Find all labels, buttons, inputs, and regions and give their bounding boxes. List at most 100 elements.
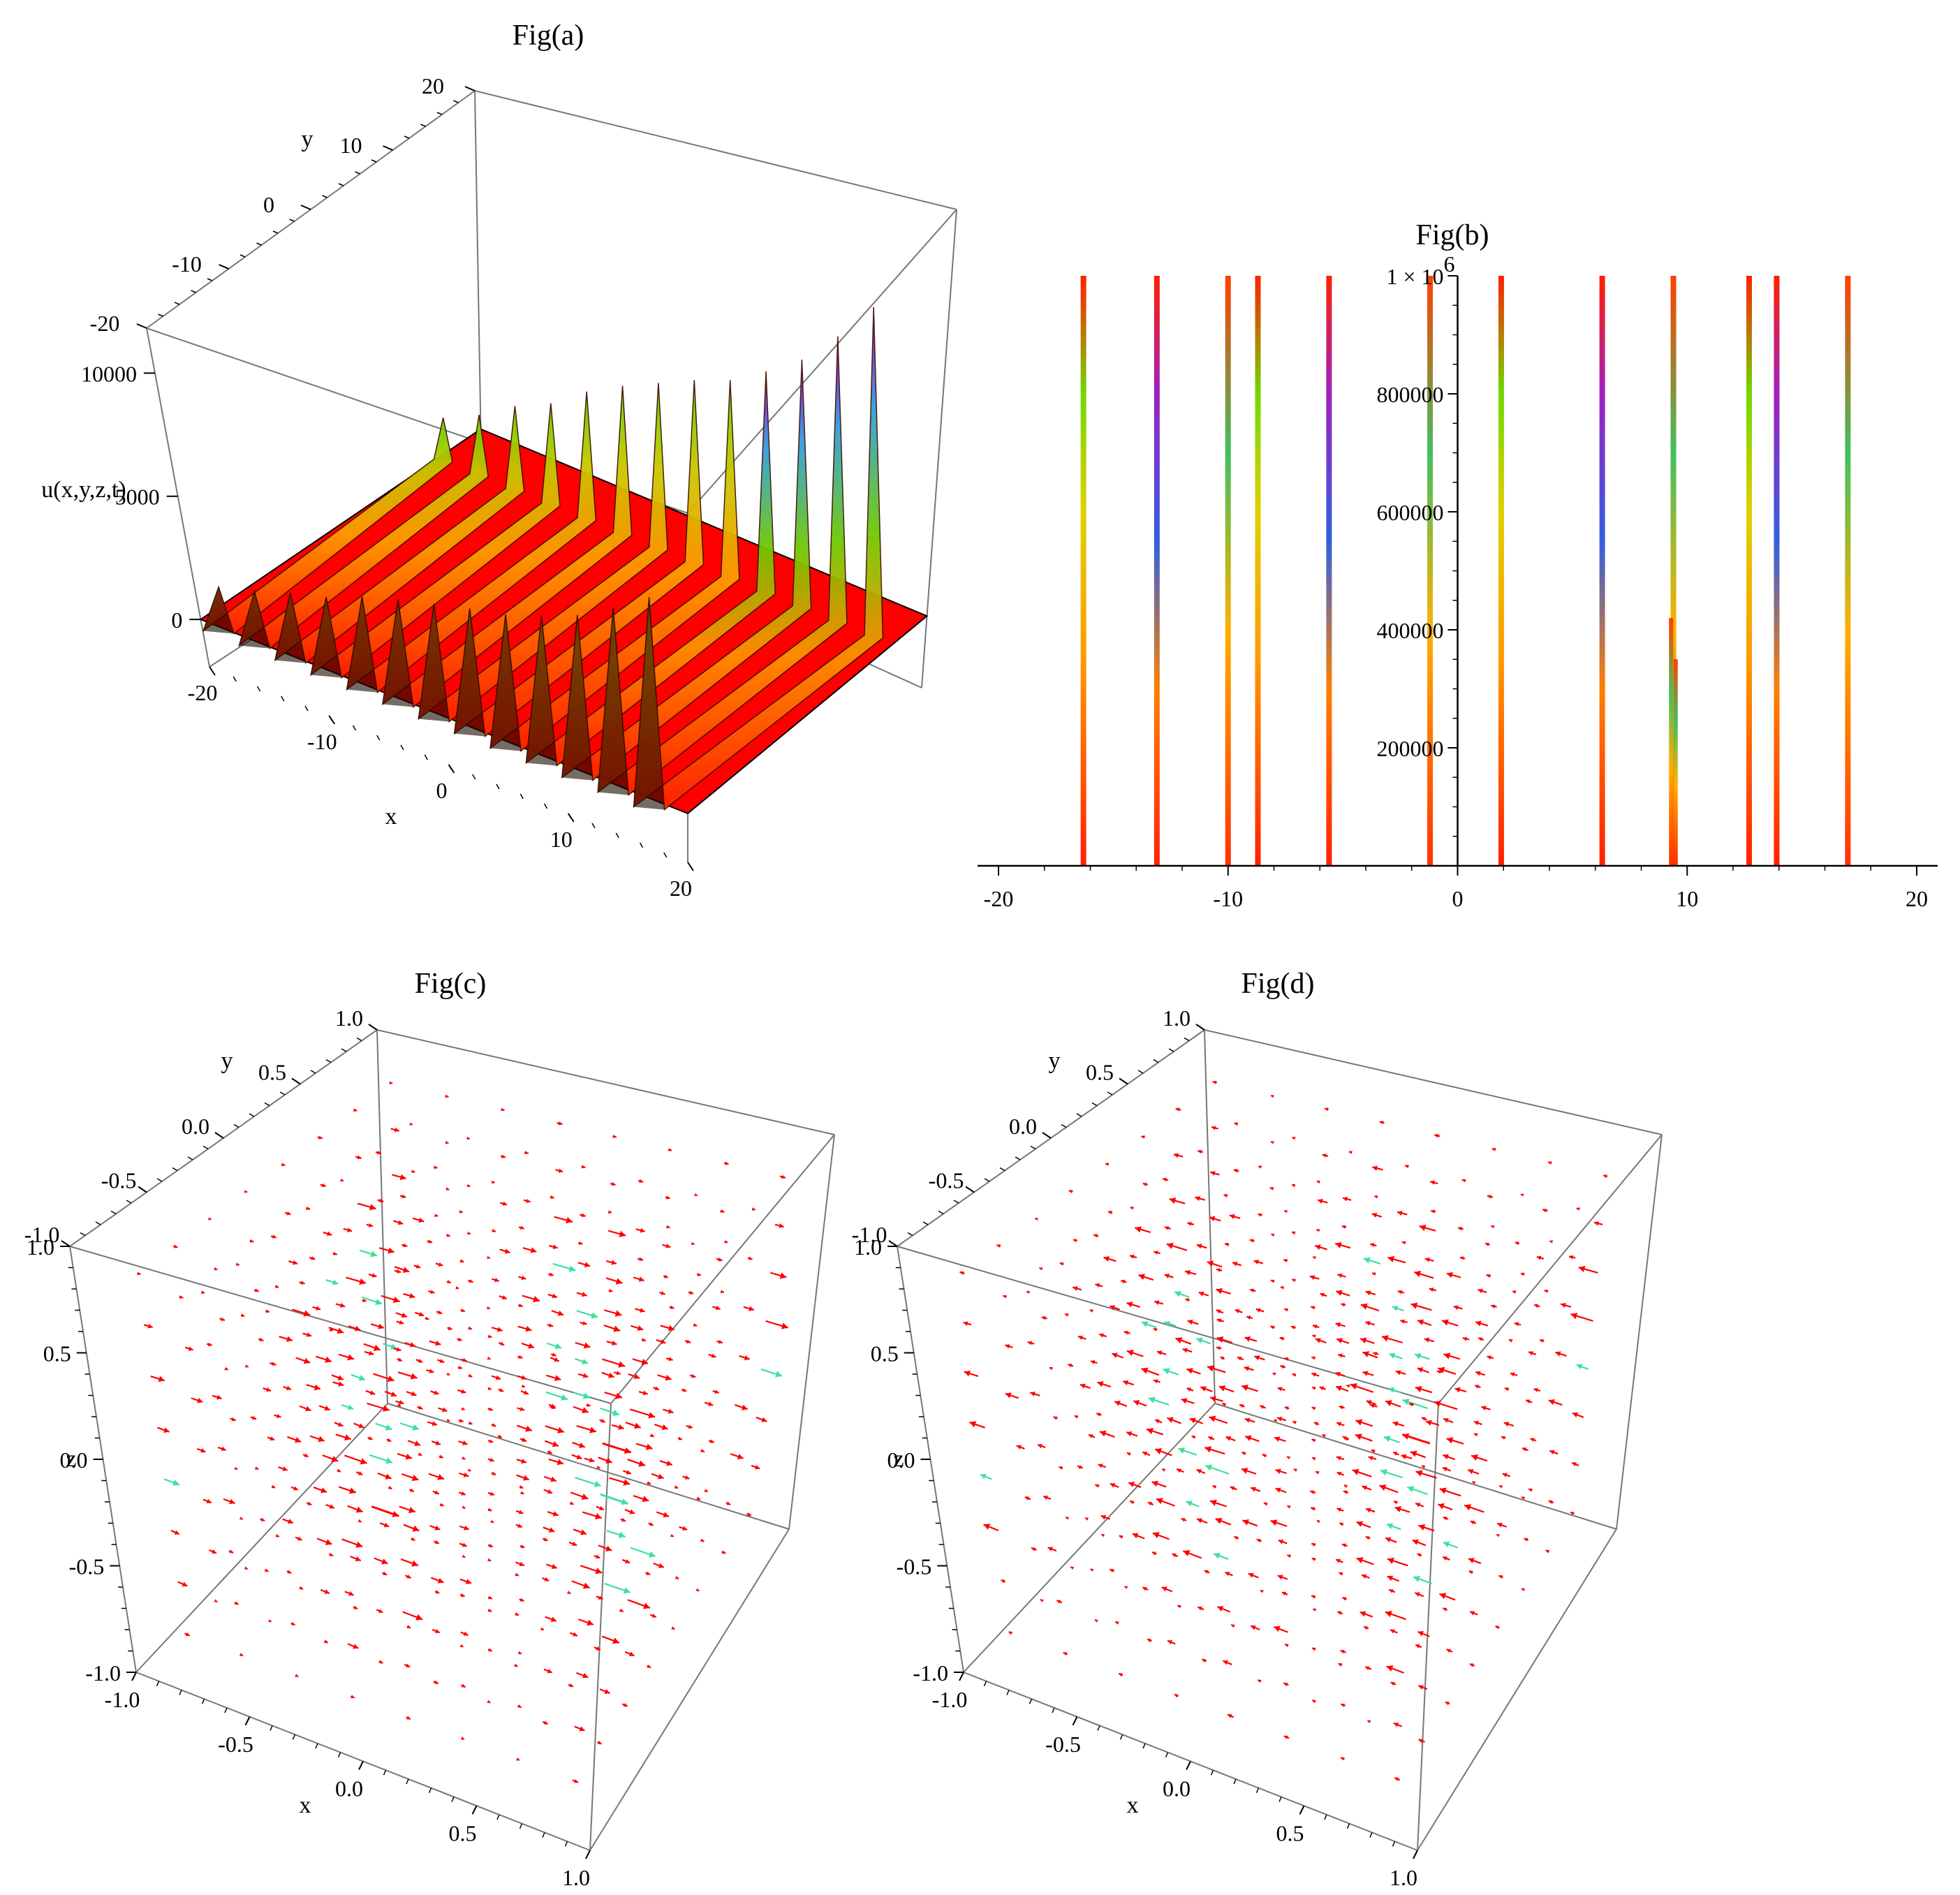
figure-d-arrow-head bbox=[1126, 1302, 1133, 1308]
figure-d-arrow-head bbox=[1209, 1216, 1216, 1222]
figure-c-zlabel: z bbox=[66, 1446, 76, 1472]
figure-d-arrow-head bbox=[1126, 1452, 1131, 1457]
figure-c-arrow-head bbox=[385, 1424, 392, 1431]
figure-d-arrow-head bbox=[1436, 1370, 1441, 1374]
figure-d-arrow-head bbox=[1446, 1271, 1453, 1278]
figure-d-arrow-head bbox=[1561, 1302, 1566, 1308]
figure-c-arrow-head bbox=[582, 1407, 589, 1414]
figure-c-arrow-head bbox=[434, 1490, 439, 1495]
figure-c-xlabel: x bbox=[300, 1792, 311, 1818]
figure-a-tick-labels: -20 -10 0 10 20 -20 -10 0 10 20 0 5000 10000 bbox=[81, 73, 694, 901]
figure-d-arrow-head bbox=[1383, 1436, 1391, 1443]
figure-d-arrow-head bbox=[1379, 1121, 1384, 1125]
figure-d-arrow-head bbox=[1275, 1468, 1281, 1474]
figure-d-arrow-head bbox=[1317, 1520, 1320, 1524]
figure-c-arrow-head bbox=[458, 1365, 462, 1370]
figure-d-arrow-head bbox=[1311, 1306, 1315, 1310]
figure-c-arrow-head bbox=[306, 1207, 311, 1211]
figure-a-x-minor-tick bbox=[376, 735, 381, 741]
figure-d-arrow-head bbox=[1244, 1417, 1251, 1423]
figure-d-zlabel: z bbox=[893, 1446, 904, 1472]
figure-d-arrow-head bbox=[1207, 1260, 1214, 1267]
figure-d-arrow-head bbox=[1365, 1320, 1371, 1326]
figure-c-y-minor-tick bbox=[310, 1070, 316, 1074]
figure-d-arrow-head bbox=[1094, 1619, 1098, 1623]
figure-d-arrow-head bbox=[1256, 1539, 1261, 1543]
figure-d-arrow-head bbox=[1374, 1195, 1378, 1199]
figure-c-arrow-head bbox=[389, 1081, 393, 1085]
figure-d-arrow-head bbox=[1229, 1214, 1235, 1220]
figure-c-arrow-head bbox=[657, 1473, 664, 1480]
figure-c-arrow-head bbox=[378, 1609, 383, 1613]
figure-c-arrow-head bbox=[569, 1683, 574, 1688]
figure-d-arrow-head bbox=[1367, 1720, 1371, 1724]
figure-d-arrow-head bbox=[1093, 1234, 1098, 1238]
figure-d-arrow-head bbox=[1410, 1302, 1418, 1309]
figure-c-arrow-head bbox=[461, 1407, 465, 1410]
figure-d-arrow-head bbox=[1169, 1197, 1177, 1204]
figure-d-arrow-head bbox=[1487, 1355, 1491, 1360]
figure-d-x-minor-tick bbox=[983, 1681, 987, 1687]
figure-c-arrow-head bbox=[396, 1269, 401, 1274]
figure-c-arrow-head bbox=[434, 1214, 439, 1217]
figure-c-arrow-head bbox=[664, 1274, 668, 1278]
figure-c-arrow-head bbox=[340, 1178, 344, 1182]
figure-c-arrow-head bbox=[498, 1434, 502, 1438]
figure-c-arrow-head bbox=[304, 1453, 309, 1457]
figure-d-arrow-head bbox=[1424, 1257, 1430, 1262]
figure-d-arrow-head bbox=[1443, 1541, 1450, 1548]
figure-b-y-tick-label: 200000 bbox=[1377, 736, 1444, 761]
figure-d-arrow-head bbox=[1185, 1298, 1189, 1302]
figure-c-arrow-head bbox=[496, 1327, 503, 1332]
figure-d-x-minor-tick bbox=[1006, 1690, 1010, 1695]
figure-c-arrow-head bbox=[207, 1342, 212, 1347]
figure-d-arrow-head bbox=[1430, 1180, 1435, 1185]
figure-d-arrow-head bbox=[1397, 1210, 1403, 1216]
figure-c-x-minor-tick bbox=[383, 1769, 387, 1776]
figure-c-arrow-head bbox=[375, 1299, 383, 1306]
figure-d-arrow-head bbox=[1175, 1107, 1180, 1112]
figure-c-arrow-head bbox=[525, 1425, 532, 1432]
figure-c-arrow-head bbox=[611, 1181, 616, 1186]
figure-c-arrow-head bbox=[621, 1498, 628, 1505]
figure-c-arrow-head bbox=[435, 1440, 441, 1445]
figure-d-arrow-head bbox=[1336, 1290, 1343, 1296]
figure-d-x-minor-tick bbox=[1029, 1698, 1033, 1704]
figure-c-arrow-head bbox=[292, 1260, 298, 1265]
figure-c-arrow-head bbox=[369, 1390, 376, 1395]
figure-c-arrow-head bbox=[682, 1526, 688, 1531]
figure-d-arrow-head bbox=[1115, 1621, 1119, 1625]
figure-d-arrow-head bbox=[1274, 1625, 1281, 1632]
figure-a-y-minor-tick bbox=[158, 314, 163, 317]
figure-c-arrow-head bbox=[741, 1404, 748, 1410]
figure-d-arrow-head bbox=[1216, 1336, 1224, 1343]
figure-c-arrow-head bbox=[649, 1521, 654, 1526]
figure-d-arrow-head bbox=[1269, 1186, 1274, 1190]
figure-c-arrow-head bbox=[324, 1406, 330, 1411]
figure-d-arrow-head bbox=[1077, 1335, 1083, 1341]
figure-c-arrow-head bbox=[666, 1195, 670, 1200]
figure-c-box-edge bbox=[788, 1134, 835, 1530]
figure-c-arrow-head bbox=[611, 1340, 617, 1346]
figure-c-arrow-head bbox=[573, 1632, 577, 1637]
figure-b-y-tick-label: 600000 bbox=[1377, 500, 1444, 525]
figure-c-arrow-head bbox=[550, 1616, 557, 1622]
figure-b-solid-line bbox=[1599, 276, 1605, 866]
figure-c-arrow-head bbox=[432, 1421, 437, 1426]
figure-d-arrow-head bbox=[1388, 1387, 1395, 1393]
figure-a-ridge-shadow bbox=[490, 614, 522, 751]
figure-c-arrow-head bbox=[411, 1391, 417, 1396]
figure-d-arrow-head bbox=[1462, 1336, 1467, 1341]
figure-c-arrow-head bbox=[520, 1491, 524, 1495]
figure-c-arrow-head bbox=[445, 1140, 449, 1144]
figure-d-arrow-head bbox=[1434, 1400, 1441, 1407]
figure-a-ridge-shadow bbox=[561, 614, 593, 781]
figure-d-arrow-head bbox=[1187, 1319, 1193, 1325]
figure-c-arrow-head bbox=[665, 1374, 672, 1381]
figure-c-arrow-head bbox=[300, 1281, 305, 1285]
figure-d-box-edge bbox=[1616, 1134, 1663, 1530]
figure-d-arrow-head bbox=[1167, 1417, 1174, 1423]
figure-d-arrow-head bbox=[1284, 1406, 1289, 1410]
figure-d-arrow-head bbox=[1043, 1496, 1049, 1500]
